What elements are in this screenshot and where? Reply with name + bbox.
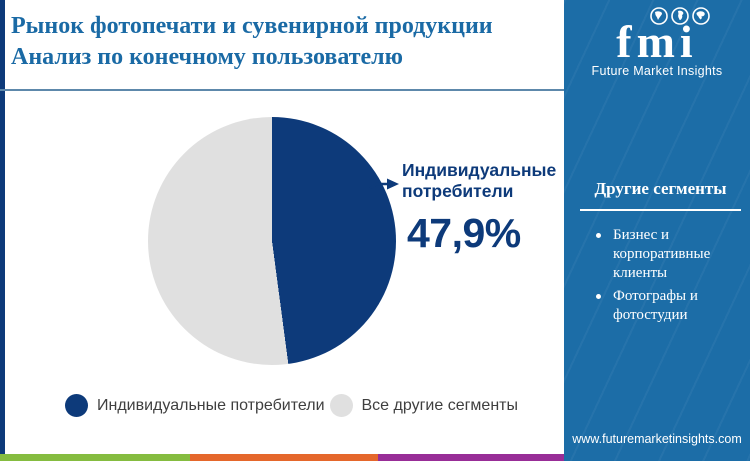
website-link[interactable]: www.futuremarketinsights.com [572,432,742,446]
header-divider [0,89,564,91]
sidebar-list-item-photographers: Фотографы и фотостудии [595,287,744,325]
page-title-line1: Рынок фотопечати и сувенирной продукции [11,13,493,39]
globe-americas-icon [650,7,668,25]
callout-label: Индивидуальные потребители [402,160,572,202]
left-accent-bar [0,0,5,454]
globe-asia-icon [692,7,710,25]
callout-label-line2: потребители [402,181,514,201]
sidebar-segment-list: Бизнес и корпоративные клиенты Фотографы… [595,226,744,329]
page-title-line2: Анализ по конечному пользователю [11,44,403,70]
legend-label-others: Все другие сегменты [361,396,518,414]
sidebar-heading: Другие сегменты [580,179,741,211]
stripe-purple-segment [378,454,564,461]
fmi-logo: fmi Future Market Insights [564,7,750,78]
right-sidebar: fmi Future Market Insights Другие сегмен… [564,0,750,461]
callout-arrow-icon [369,178,399,190]
page-title: Рынок фотопечати и сувенирной продукции … [11,11,567,73]
logo-globe-icons [610,7,750,25]
callout-value: 47,9% [407,210,521,256]
legend-dot-others [329,394,353,417]
chart-legend: Индивидуальные потребители Все другие се… [65,394,518,417]
globe-europe-africa-icon [671,7,689,25]
legend-label-individual: Индивидуальные потребители [97,396,325,414]
callout-label-line1: Индивидуальные [402,160,557,180]
sidebar-list-item-business: Бизнес и корпоративные клиенты [595,226,744,283]
footer-color-stripe [0,454,564,461]
stripe-orange-segment [190,454,378,461]
logo-brand-text: fmi [616,16,698,67]
logo-tagline: Future Market Insights [591,64,723,78]
pie-chart [148,117,396,365]
legend-item-others: Все другие сегменты [329,394,518,417]
stripe-green-segment [0,454,190,461]
legend-dot-individual [65,394,88,417]
legend-item-individual: Индивидуальные потребители [65,394,325,417]
